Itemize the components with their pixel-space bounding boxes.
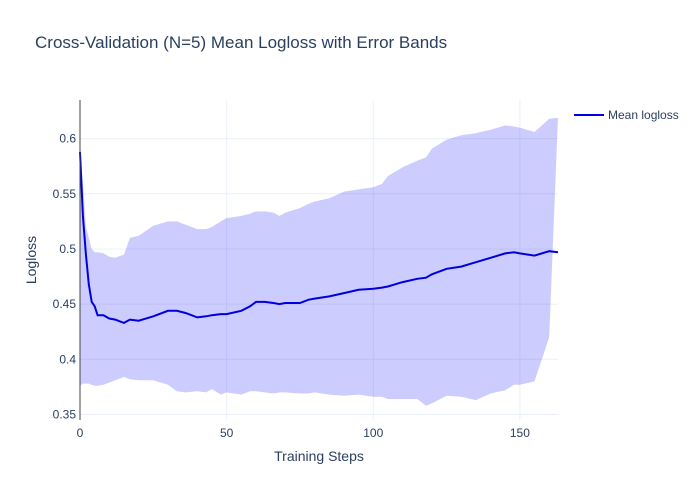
y-tick-label: 0.5 (59, 242, 76, 256)
legend-label: Mean logloss (608, 108, 679, 122)
chart-title: Cross-Validation (N=5) Mean Logloss with… (35, 33, 448, 52)
x-tick-label: 0 (77, 426, 84, 440)
x-tick-label: 50 (220, 426, 234, 440)
grid-layer (80, 100, 558, 420)
y-tick-label: 0.45 (53, 297, 77, 311)
x-tick-label: 150 (510, 426, 530, 440)
y-axis-title: Logloss (23, 236, 39, 284)
y-tick-label: 0.4 (59, 352, 76, 366)
y-tick-label: 0.55 (53, 187, 77, 201)
x-tick-label: 100 (363, 426, 383, 440)
tick-labels: 0.35 0.4 0.45 0.5 0.55 0.6 0 50 100 150 (53, 132, 531, 440)
y-tick-label: 0.35 (53, 407, 77, 421)
mean-logloss-line[interactable] (79, 151, 559, 324)
x-axis-title: Training Steps (274, 448, 364, 464)
error-band (80, 116, 558, 406)
y-tick-label: 0.6 (59, 132, 76, 146)
legend[interactable]: Mean logloss (574, 108, 679, 122)
